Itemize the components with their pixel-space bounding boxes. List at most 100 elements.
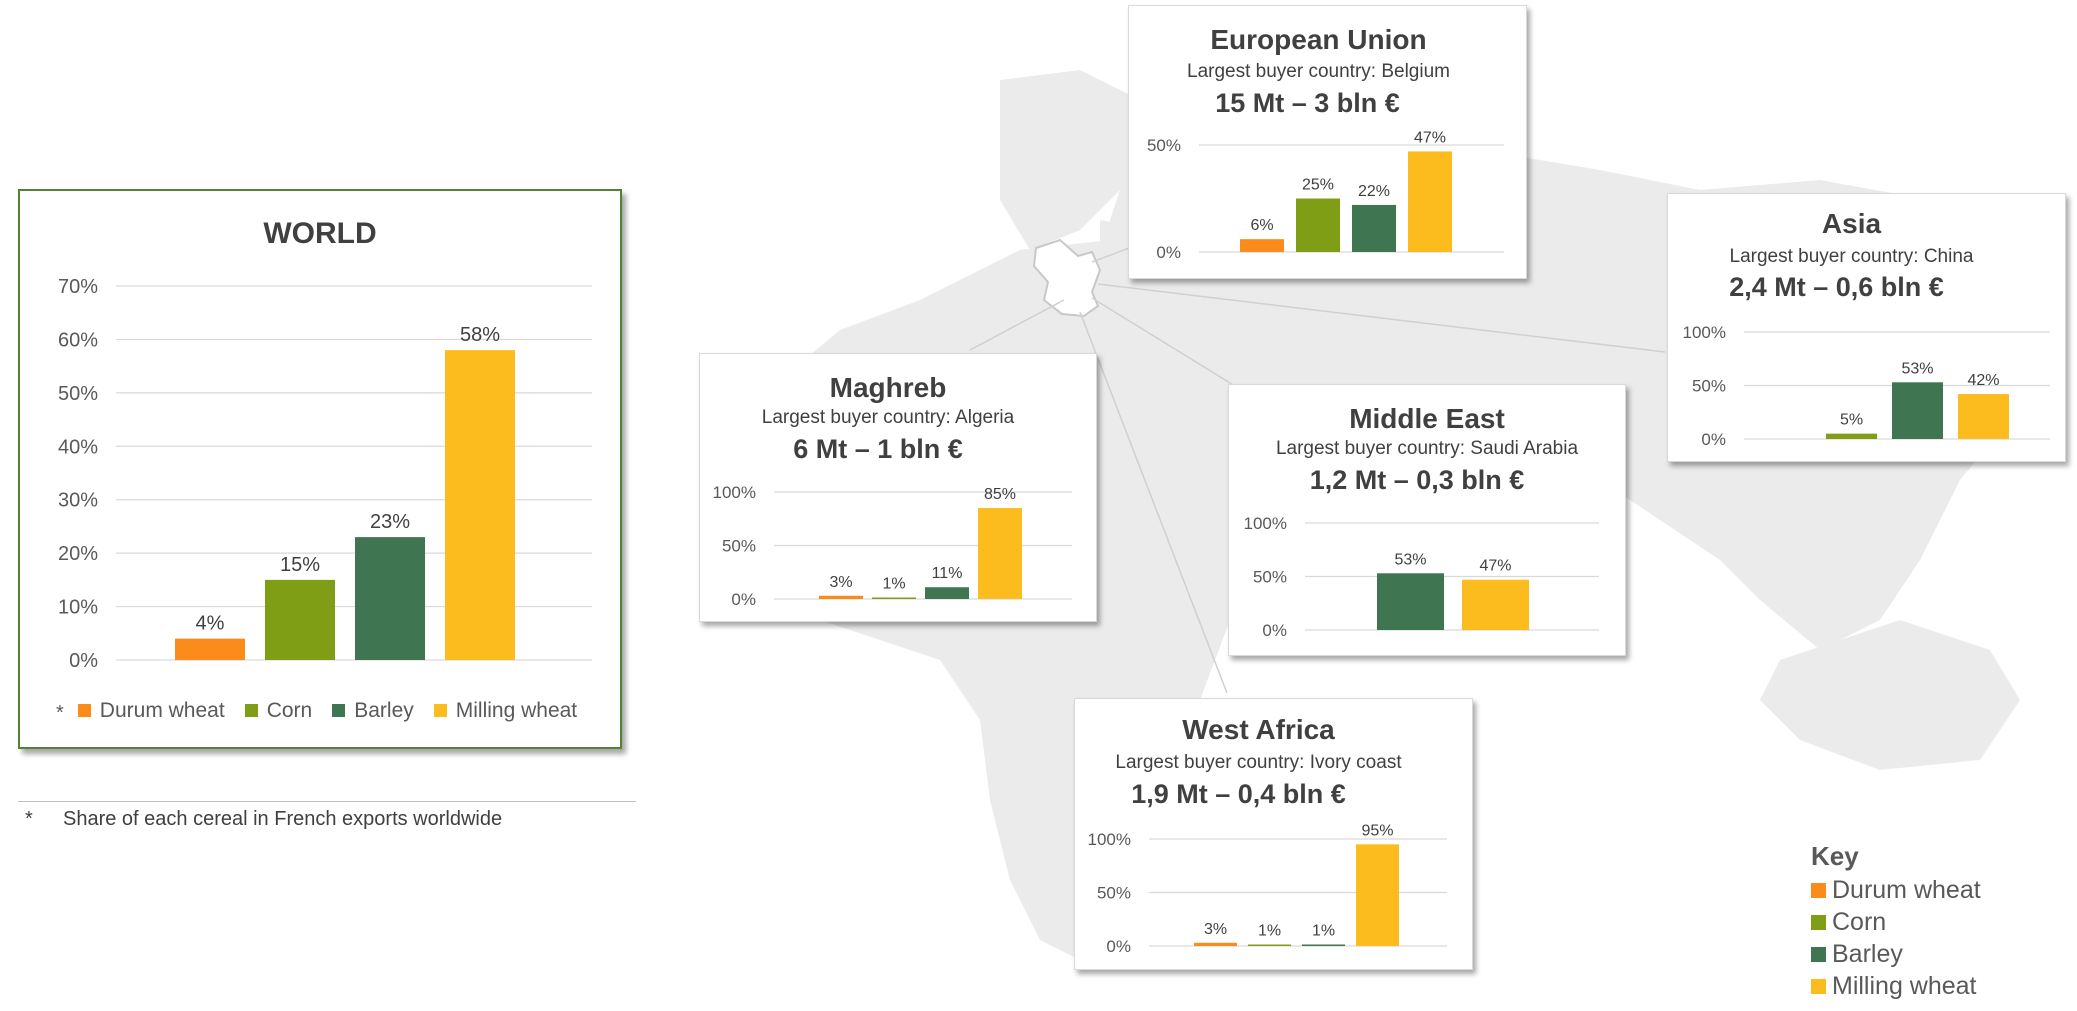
data-label: 53% [1394,551,1426,568]
data-label: 25% [1302,177,1334,194]
legend-label: Corn [266,698,313,722]
bar-milling-wheat [1356,844,1399,946]
region-figures: 6 Mt – 1 bln € [793,434,963,464]
y-tick-label: 30% [58,490,98,512]
key-item-milling-wheat: Milling wheat [1811,970,1981,1002]
y-tick-label: 70% [58,276,98,298]
key-item-durum-wheat: Durum wheat [1811,874,1981,906]
legend-swatch [244,704,258,717]
y-tick-label: 50% [1692,376,1726,395]
data-label: 15% [280,554,320,576]
legend-label: Durum wheat [99,698,225,722]
data-label: 42% [1967,372,1999,389]
data-label: 6% [1250,217,1273,234]
y-tick-label: 0% [731,590,756,609]
bar-corn [265,579,335,660]
bar-durum-wheat [1240,239,1284,252]
y-tick-label: 10% [58,597,98,619]
data-label: 3% [1204,921,1227,938]
bar-milling-wheat [1408,151,1452,252]
footnote-divider [18,801,636,802]
bar-barley [1377,573,1444,630]
key-title: Key [1811,841,1859,871]
y-tick-label: 100% [1244,514,1287,533]
region-title: West Africa [1182,714,1335,745]
bar-milling-wheat [1462,579,1529,630]
y-tick-label: 40% [58,436,98,458]
legend-item-durum-wheat: Durum wheat [77,698,225,723]
bar-barley [355,537,425,660]
bar-corn [1296,198,1340,252]
y-tick-label: 0% [69,650,98,672]
y-tick-label: 50% [1253,567,1287,586]
bar-corn [872,597,916,599]
data-label: 1% [882,576,905,593]
world-chart-panel: WORLD 0% 10% 20% 30% 40% 50% 60% 70% 4% 15% 23% 58%… [18,189,622,749]
data-label: 1% [1312,923,1335,940]
region-title: European Union [1210,24,1427,55]
y-tick-label: 60% [58,329,98,351]
y-tick-label: 50% [58,383,98,405]
data-label: 85% [984,486,1016,503]
y-tick-label: 0% [1156,243,1181,262]
y-tick-label: 0% [1701,430,1726,449]
key-swatch [1811,978,1826,994]
region-title: Middle East [1349,403,1505,434]
legend-item-milling-wheat: Milling wheat [433,698,578,723]
legend-item-corn: Corn [244,698,313,723]
legend-footnote-marker: * [56,702,64,724]
bar-durum-wheat [175,638,245,660]
key-swatch [1811,914,1826,930]
key-swatch [1811,946,1826,962]
y-tick-label: 50% [1097,883,1131,902]
y-tick-label: 0% [1106,937,1131,956]
y-tick-label: 50% [1147,136,1181,155]
y-tick-label: 100% [713,483,756,502]
asia-panel: Asia Largest buyer country: China 2,4 Mt… [1667,193,2066,462]
key-label: Barley [1832,939,1903,968]
data-label: 95% [1361,822,1393,839]
region-figures: 1,2 Mt – 0,3 bln € [1309,465,1525,495]
key-label: Durum wheat [1832,875,1981,904]
region-largest-buyer: Largest buyer country: Algeria [761,407,1015,428]
region-figures: 2,4 Mt – 0,6 bln € [1729,272,1944,302]
data-label: 23% [370,511,410,533]
legend-swatch [433,704,447,717]
data-label: 1% [1258,923,1281,940]
bar-durum-wheat [1194,942,1237,946]
european-union-panel: European Union Largest buyer country: Be… [1128,5,1527,279]
legend-label: Milling wheat [455,698,578,722]
data-label: 22% [1358,183,1390,200]
y-tick-label: 100% [1683,323,1726,342]
asia-bar-chart: 0% 50% 100% 5% 53% 42% [1683,323,2050,449]
middle-east-panel: Middle East Largest buyer country: Saudi… [1228,384,1626,656]
region-largest-buyer: Largest buyer country: Belgium [1187,61,1450,82]
region-figures: 1,9 Mt – 0,4 bln € [1131,779,1346,809]
key-legend: Key Durum wheat Corn Barley Milling whea… [1811,841,1981,1002]
france-shape [1032,238,1102,318]
bar-barley [925,587,969,599]
data-label: 4% [196,613,225,635]
world-bar-chart: 0% 10% 20% 30% 40% 50% 60% 70% 4% 15% 23% 58% [58,276,592,672]
y-tick-label: 100% [1088,830,1131,849]
bar-barley [1892,382,1943,439]
legend-swatch [332,704,346,717]
footnote-marker: * [25,808,33,830]
region-figures: 15 Mt – 3 bln € [1215,88,1400,118]
data-label: 5% [1840,412,1863,429]
data-label: 3% [829,574,852,591]
bar-corn [1248,944,1291,946]
middle-east-bar-chart: 0% 50% 100% 53% 47% [1244,514,1599,640]
data-label: 58% [460,324,500,346]
region-largest-buyer: Largest buyer country: Ivory coast [1115,752,1402,773]
data-label: 47% [1414,129,1446,146]
y-tick-label: 50% [722,536,756,555]
y-tick-label: 0% [1262,621,1287,640]
bar-milling-wheat [978,508,1022,599]
european-union-bar-chart: 0% 50% 6% 25% 22% 47% [1147,129,1504,262]
maghreb-bar-chart: 0% 50% 100% 3% 1% 11% 85% [713,483,1072,609]
west-africa-panel: West Africa Largest buyer country: Ivory… [1074,698,1473,970]
maghreb-panel: Maghreb Largest buyer country: Algeria 6… [699,353,1097,622]
bar-barley [1352,204,1396,252]
west-africa-bar-chart: 0% 50% 100% 3% 1% 1% 95% [1088,822,1447,956]
